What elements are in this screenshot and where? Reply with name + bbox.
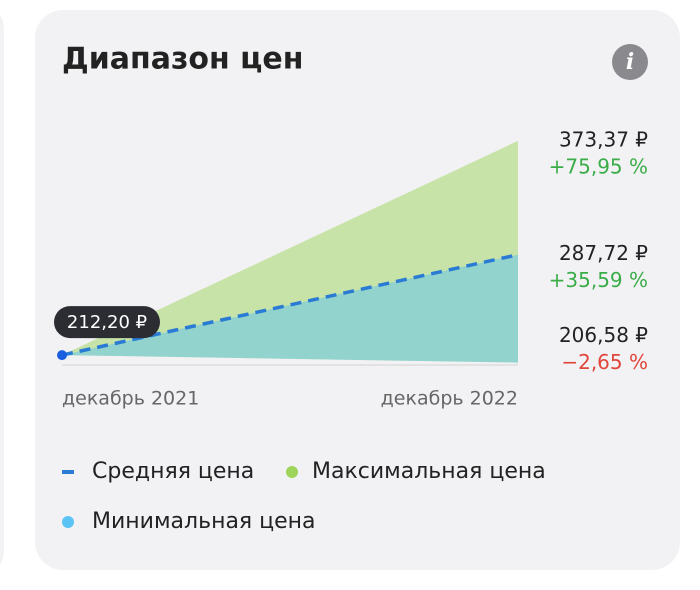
- average-line: [61, 252, 519, 357]
- start-label: 212,20 ₽: [67, 312, 147, 333]
- change-label: −2,65 %: [561, 350, 648, 374]
- info-icon[interactable]: [612, 44, 648, 80]
- start-label-bg: [54, 306, 160, 339]
- end-value-label: 206,58 ₽: [559, 323, 648, 347]
- info-glyph[interactable]: i: [626, 49, 634, 75]
- chart-title: Диапазон цен: [62, 42, 303, 77]
- start-point: [57, 350, 67, 361]
- info-button[interactable]: i: [612, 44, 648, 80]
- legend-label: Максимальная цена: [312, 459, 546, 484]
- legend-label: Средняя цена: [92, 459, 254, 484]
- legend-label: Минимальная цена: [92, 509, 316, 534]
- end-value-label: 373,37 ₽: [559, 127, 648, 151]
- legend-marker: [286, 466, 298, 478]
- min-area: [62, 254, 518, 363]
- x-tick-label: декабрь 2021: [62, 388, 199, 410]
- change-label: +75,95 %: [549, 154, 648, 178]
- x-tick-label: декабрь 2022: [381, 388, 518, 410]
- end-value-label: 287,72 ₽: [559, 241, 648, 265]
- neighbor-card: [0, 15, 4, 565]
- legend-marker: [62, 516, 74, 528]
- change-label: +35,59 %: [549, 268, 648, 292]
